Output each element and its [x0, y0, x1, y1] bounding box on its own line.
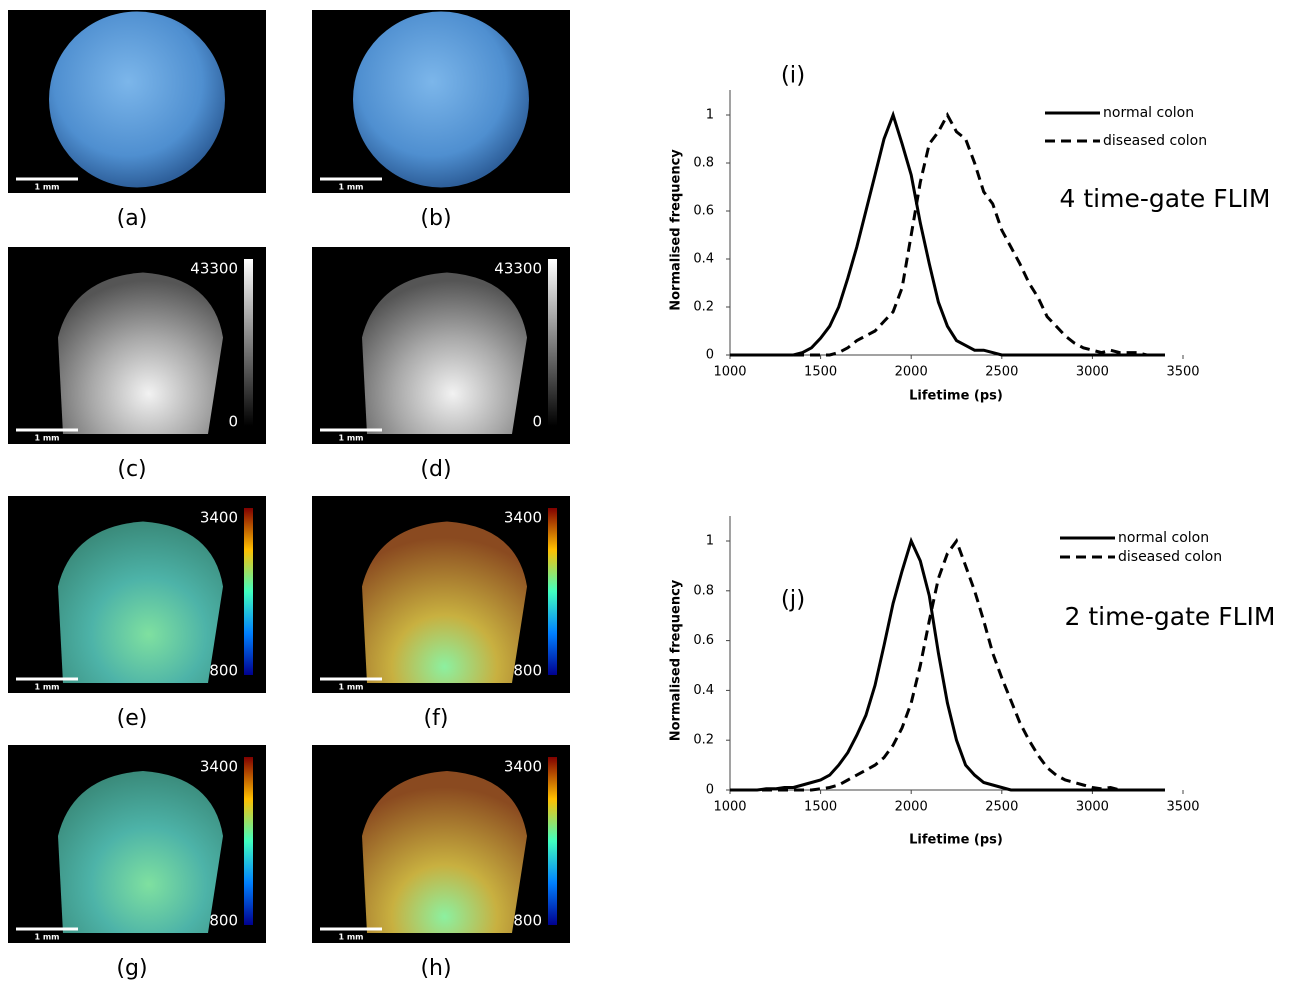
x-tick-label: 1500 — [804, 365, 837, 380]
series-line — [730, 111, 1165, 357]
y-tick-label: 0.6 — [693, 633, 714, 648]
scale-bar-label: 1 mm — [338, 434, 363, 443]
chart-title: (j) — [781, 587, 805, 613]
legend-label: diseased colon — [1118, 549, 1222, 565]
x-tick-label: 1000 — [713, 800, 746, 815]
annotation: 4 time-gate FLIM — [1060, 184, 1271, 213]
y-tick-label: 0.2 — [693, 733, 714, 748]
colorbar-max: 3400 — [504, 509, 542, 527]
endoscope-view — [353, 11, 529, 188]
scale-bar-label: 1 mm — [338, 183, 363, 192]
colorbar-max: 3400 — [200, 758, 238, 776]
x-tick-label: 2000 — [895, 800, 928, 815]
x-tick-label: 3500 — [1166, 365, 1199, 380]
colorbar-min: 800 — [513, 912, 542, 930]
scale-bar-label: 1 mm — [34, 183, 59, 192]
panel-label: (d) — [420, 457, 451, 482]
x-tick-label: 1000 — [713, 365, 746, 380]
x-tick-label: 3500 — [1166, 800, 1199, 815]
y-tick-label: 0 — [706, 348, 714, 363]
x-axis-label: Lifetime (ps) — [909, 389, 1003, 404]
tissue-region — [362, 771, 527, 933]
scale-bar-label: 1 mm — [34, 683, 59, 692]
y-tick-label: 0.4 — [693, 252, 714, 267]
x-axis-label: Lifetime (ps) — [909, 833, 1003, 848]
colorbar — [548, 757, 557, 925]
series-line — [730, 110, 1165, 357]
y-tick-label: 1 — [706, 534, 714, 549]
colorbar-max: 43300 — [190, 260, 238, 278]
colorbar-min: 0 — [228, 413, 238, 431]
colorbar-max: 43300 — [494, 260, 542, 278]
colorbar-min: 800 — [513, 662, 542, 680]
legend-label: normal colon — [1103, 105, 1194, 121]
x-tick-label: 2500 — [985, 365, 1018, 380]
y-tick-label: 0.6 — [693, 204, 714, 219]
colorbar — [548, 259, 557, 426]
y-tick-label: 0.8 — [693, 583, 714, 598]
chart-title: (i) — [781, 63, 805, 89]
y-tick-label: 0.8 — [693, 156, 714, 171]
panel-label: (c) — [117, 457, 146, 482]
scale-bar-label: 1 mm — [338, 933, 363, 942]
colorbar-min: 800 — [209, 662, 238, 680]
panel-label: (h) — [420, 956, 451, 981]
panel-label: (a) — [117, 206, 148, 231]
colorbar-min: 800 — [209, 912, 238, 930]
tissue-region — [58, 521, 223, 683]
tissue-region — [58, 272, 223, 434]
x-tick-label: 2000 — [895, 365, 928, 380]
colorbar — [244, 757, 253, 925]
annotation: 2 time-gate FLIM — [1065, 602, 1276, 631]
colorbar-max: 3400 — [504, 758, 542, 776]
y-tick-label: 1 — [706, 108, 714, 123]
y-tick-label: 0.4 — [693, 683, 714, 698]
y-tick-label: 0 — [706, 783, 714, 798]
colorbar-max: 3400 — [200, 509, 238, 527]
y-tick-label: 0.2 — [693, 300, 714, 315]
x-tick-label: 3000 — [1076, 365, 1109, 380]
scale-bar-label: 1 mm — [34, 434, 59, 443]
x-tick-label: 3000 — [1076, 800, 1109, 815]
colorbar — [244, 259, 253, 426]
tissue-region — [58, 771, 223, 933]
scale-bar-label: 1 mm — [34, 933, 59, 942]
endoscope-view — [49, 11, 225, 188]
colorbar-min: 0 — [532, 413, 542, 431]
colorbar — [244, 508, 253, 675]
y-axis-label: Normalised frequency — [669, 149, 684, 311]
panel-label: (e) — [117, 706, 148, 731]
colorbar — [548, 508, 557, 675]
panel-label: (g) — [116, 956, 147, 981]
x-tick-label: 1500 — [804, 800, 837, 815]
panel-label: (b) — [420, 206, 451, 231]
panel-label: (f) — [424, 706, 449, 731]
legend-label: normal colon — [1118, 530, 1209, 546]
tissue-region — [362, 272, 527, 434]
y-axis-label: Normalised frequency — [669, 579, 684, 741]
tissue-region — [362, 521, 527, 683]
legend-label: diseased colon — [1103, 133, 1207, 149]
x-tick-label: 2500 — [985, 800, 1018, 815]
series-line — [730, 536, 1165, 792]
scale-bar-label: 1 mm — [338, 683, 363, 692]
series-line — [730, 537, 1165, 792]
